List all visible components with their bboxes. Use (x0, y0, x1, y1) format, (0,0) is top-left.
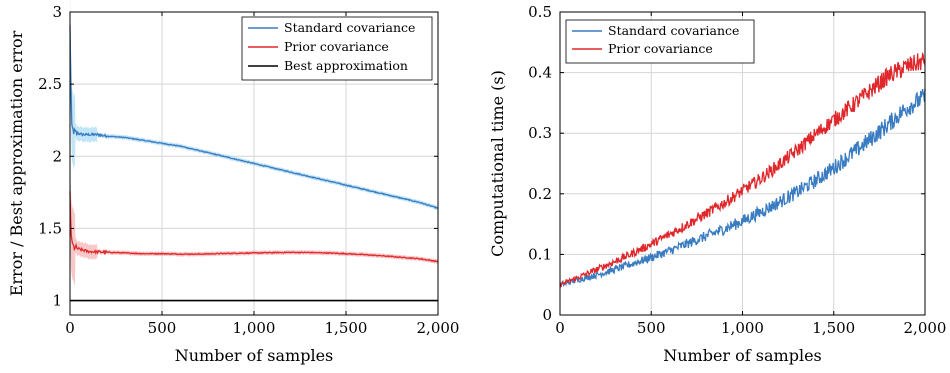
legend-label: Standard covariance (284, 20, 415, 35)
legend-label: Prior covariance (284, 39, 389, 54)
legend-box (241, 16, 433, 81)
computational-time-chart: 0 500 1,000 1,500 2,000 0 0.1 0.2 0.3 0.4 0.5 Numbe… (488, 3, 946, 365)
y-tick-label: 0.3 (528, 124, 552, 142)
series-line (69, 25, 439, 209)
legend-box (565, 19, 755, 64)
series-standard-covariance (69, 0, 439, 211)
y-axis-label: Computational time (s) (488, 70, 507, 257)
series-prior-covariance (69, 155, 439, 286)
y-tick-label: 1.5 (38, 219, 62, 237)
x-tick-label: 0 (65, 319, 75, 337)
y-axis-label: Error / Best approximation error (7, 30, 26, 296)
x-tick-label: 2,000 (417, 319, 460, 337)
series-line (69, 191, 439, 263)
legend: Standard covariance Prior covariance Best … (241, 16, 433, 81)
x-tick-label: 500 (148, 319, 177, 337)
legend-label: Prior covariance (608, 41, 713, 56)
x-tick-label: 1,000 (721, 319, 764, 337)
legend-label: Best approximation (284, 58, 408, 73)
series-line (559, 88, 926, 288)
y-tick-label: 0.1 (528, 245, 552, 263)
series-prior-covariance (559, 52, 926, 289)
y-tick-label: 3 (52, 3, 62, 21)
x-tick-label: 500 (637, 319, 666, 337)
error-ratio-chart: 0 500 1,000 1,500 2,000 1 1.5 2 2.5 3 Number of sa… (7, 0, 459, 365)
y-tick-label: 0.4 (528, 64, 552, 82)
x-tick-label: 1,500 (812, 319, 855, 337)
x-axis-label: Number of samples (663, 346, 822, 365)
y-tick-label: 0.5 (528, 3, 552, 21)
y-tick-label: 2.5 (38, 75, 62, 93)
series-standard-covariance (559, 88, 926, 288)
x-tick-label: 1,500 (325, 319, 368, 337)
x-axis-label: Number of samples (175, 346, 334, 365)
y-tick-label: 1 (52, 292, 62, 310)
y-tick-label: 0 (542, 306, 552, 324)
y-tick-label: 0.2 (528, 185, 552, 203)
series-line (559, 52, 926, 289)
legend-label: Standard covariance (608, 23, 739, 38)
x-tick-label: 0 (555, 319, 565, 337)
legend: Standard covariance Prior covariance (565, 19, 755, 64)
x-tick-label: 1,000 (233, 319, 276, 337)
x-tick-label: 2,000 (904, 319, 947, 337)
y-tick-label: 2 (52, 147, 62, 165)
